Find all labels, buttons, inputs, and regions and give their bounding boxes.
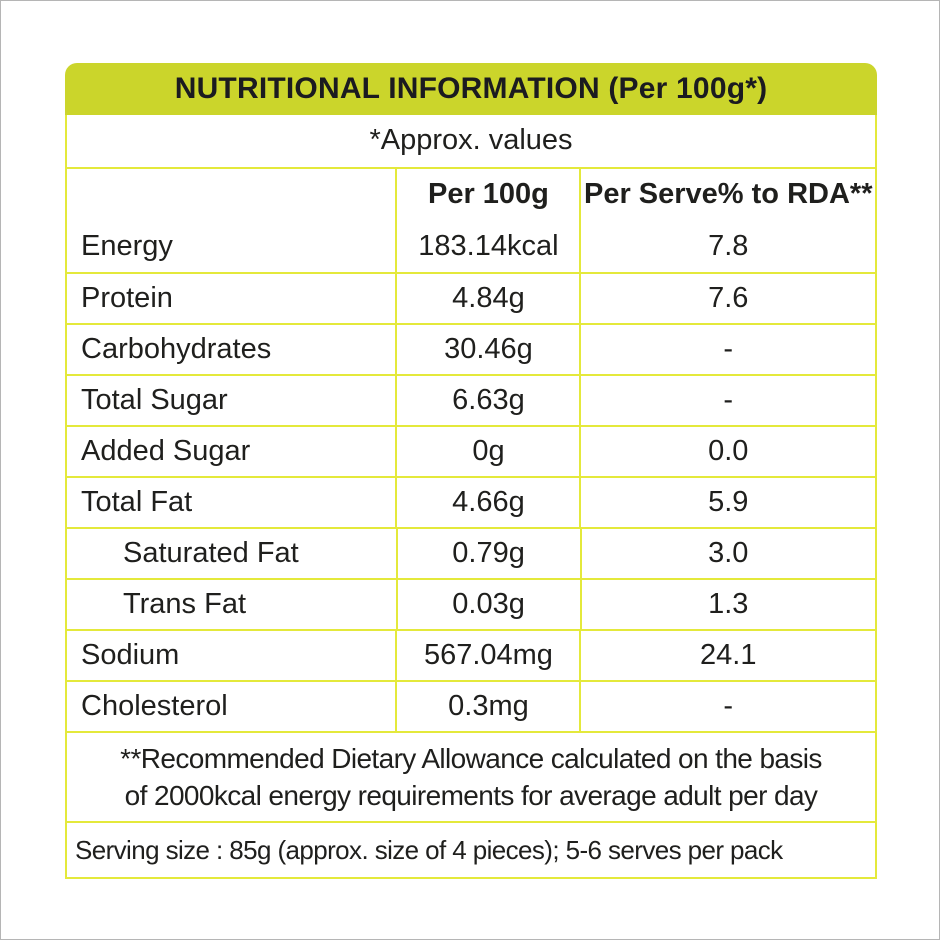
rda-footnote-row: **Recommended Dietary Allowance calculat… [67, 731, 875, 821]
per-serve-rda-value: - [579, 682, 875, 731]
table-row: Protein 4.84g 7.6 [67, 272, 875, 323]
nutrient-label: Carbohydrates [81, 332, 272, 365]
nutrient-label: Total Fat [81, 485, 193, 518]
nutrition-label: NUTRITIONAL INFORMATION (Per 100g*) *App… [65, 63, 877, 879]
per-serve-rda-value: 7.8 [579, 221, 875, 272]
per-serve-rda-value: - [579, 325, 875, 374]
nutrient-label: Energy [81, 229, 173, 262]
per-100g-value: 0.03g [395, 580, 580, 629]
per-100g-value: 0.79g [395, 529, 580, 578]
nutrient-label: Protein [81, 281, 173, 314]
per-serve-rda-value: 3.0 [579, 529, 875, 578]
column-header-nutrient [67, 169, 395, 221]
nutrient-label: Cholesterol [81, 689, 228, 722]
per-serve-rda-value: 0.0 [579, 427, 875, 476]
table-row: Saturated Fat 0.79g 3.0 [67, 527, 875, 578]
per-serve-rda-value: 7.6 [579, 274, 875, 323]
approx-values-note: *Approx. values [369, 124, 573, 157]
column-header-per-serve-rda: Per Serve% to RDA** [579, 169, 875, 221]
per-100g-value: 4.66g [395, 478, 579, 527]
title-bar: NUTRITIONAL INFORMATION (Per 100g*) [65, 63, 877, 115]
nutrient-label: Saturated Fat [123, 536, 299, 569]
per-serve-rda-value: 1.3 [579, 580, 875, 629]
table-row: Trans Fat 0.03g 1.3 [67, 578, 875, 629]
per-100g-value: 0.3mg [395, 682, 579, 731]
per-serve-rda-value: 24.1 [579, 631, 875, 680]
nutrition-table: *Approx. values Per 100g Per Serve% to R… [65, 115, 877, 879]
table-row: Added Sugar 0g 0.0 [67, 425, 875, 476]
per-100g-value: 0g [395, 427, 579, 476]
serving-size-row: Serving size : 85g (approx. size of 4 pi… [67, 821, 875, 877]
per-serve-rda-value: 5.9 [579, 478, 875, 527]
rda-footnote: **Recommended Dietary Allowance calculat… [120, 742, 822, 811]
column-header-row: Per 100g Per Serve% to RDA** [67, 167, 875, 221]
table-row: Cholesterol 0.3mg - [67, 680, 875, 731]
per-100g-value: 30.46g [395, 325, 579, 374]
table-row: Carbohydrates 30.46g - [67, 323, 875, 374]
per-100g-value: 567.04mg [395, 631, 579, 680]
nutrient-rows: Energy 183.14kcal 7.8 Protein 4.84g 7.6 Carboh… [67, 221, 875, 731]
approx-values-row: *Approx. values [67, 115, 875, 167]
table-row: Energy 183.14kcal 7.8 [67, 221, 875, 272]
table-row: Total Fat 4.66g 5.9 [67, 476, 875, 527]
nutrient-label: Trans Fat [123, 587, 247, 620]
column-header-per-100g: Per 100g [395, 169, 579, 221]
table-row: Total Sugar 6.63g - [67, 374, 875, 425]
nutrient-label: Added Sugar [81, 434, 251, 467]
per-100g-value: 4.84g [395, 274, 579, 323]
nutrient-label: Total Sugar [81, 383, 228, 416]
per-serve-rda-value: - [579, 376, 875, 425]
serving-size-note: Serving size : 85g (approx. size of 4 pi… [75, 834, 783, 865]
table-row: Sodium 567.04mg 24.1 [67, 629, 875, 680]
page-title: NUTRITIONAL INFORMATION (Per 100g*) [174, 72, 768, 105]
per-100g-value: 6.63g [395, 376, 579, 425]
per-100g-value: 183.14kcal [395, 221, 579, 272]
nutrient-label: Sodium [81, 638, 180, 671]
